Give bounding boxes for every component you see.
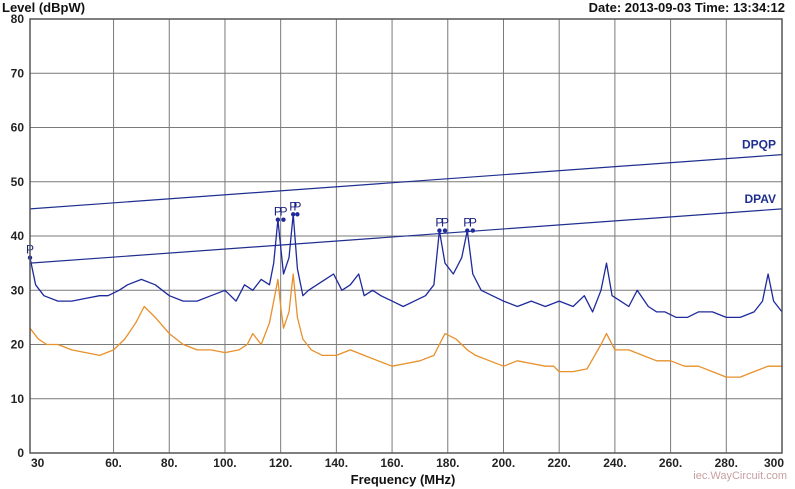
peak-marker-label: P bbox=[289, 199, 297, 213]
x-tick-label: 180. bbox=[436, 456, 459, 470]
peak-marker-dot bbox=[281, 217, 286, 222]
peak-marker-dot bbox=[465, 228, 470, 233]
watermark: iec.WayCircuit.com bbox=[693, 470, 787, 482]
y-tick-label: 60 bbox=[11, 121, 25, 135]
x-tick-label: 120. bbox=[269, 456, 292, 470]
x-tick-label: 100. bbox=[213, 456, 236, 470]
x-tick-label: 260. bbox=[659, 456, 682, 470]
peak-marker-dot bbox=[275, 217, 281, 222]
plot-frame bbox=[29, 18, 783, 454]
peak-marker-dot bbox=[470, 228, 476, 233]
x-tick-label: 80. bbox=[161, 456, 178, 470]
peak-marker-label: P bbox=[293, 199, 301, 213]
y-axis-title: Level (dBpW) bbox=[2, 0, 86, 15]
y-tick-label: 70 bbox=[11, 66, 25, 80]
peak-marker-dot bbox=[291, 212, 296, 217]
peak-marker-label: P bbox=[441, 216, 449, 230]
y-tick-label: 20 bbox=[11, 338, 25, 352]
y-tick-label: 40 bbox=[11, 229, 25, 243]
limit-label-dpqp: DPQP bbox=[742, 138, 776, 152]
peak-marker-label: P bbox=[435, 216, 443, 230]
y-tick-label: 0 bbox=[17, 446, 24, 460]
limit-lines: DPQP DPAV bbox=[29, 138, 783, 264]
x-tick-label: 220. bbox=[548, 456, 571, 470]
x-axis-label: Frequency (MHz) bbox=[351, 472, 456, 487]
peak-marker-dot bbox=[437, 228, 442, 233]
y-tick-labels: 0 10 20 30 40 50 60 70 80 bbox=[11, 12, 25, 460]
x-tick-label: 160. bbox=[380, 456, 403, 470]
peak-marker-dot bbox=[295, 212, 300, 217]
date-time-stamp: Date: 2013-09-03 Time: 13:34:12 bbox=[588, 0, 785, 15]
average-trace bbox=[29, 273, 782, 378]
limit-line-dpqp bbox=[29, 154, 783, 210]
x-tick-label: 240. bbox=[603, 456, 626, 470]
x-tick-labels: 30 60. 80. 100. 120. 140. 160. 180. 200. 220. 240.… bbox=[31, 456, 784, 470]
x-tick-label: 30 bbox=[31, 456, 45, 470]
x-tick-label: 280. bbox=[715, 456, 738, 470]
y-tick-label: 80 bbox=[11, 12, 25, 26]
y-tick-label: 10 bbox=[11, 392, 25, 406]
peak-marker-label: P bbox=[279, 205, 287, 219]
measurement-traces bbox=[29, 213, 783, 378]
peak-trace bbox=[29, 213, 783, 319]
peak-marker-label: P bbox=[463, 216, 471, 230]
limit-label-dpav: DPAV bbox=[744, 192, 776, 206]
peak-marker-dot bbox=[442, 228, 448, 233]
x-tick-label: 140. bbox=[325, 456, 348, 470]
y-tick-label: 30 bbox=[11, 283, 25, 297]
peak-marker-label: P bbox=[274, 205, 282, 219]
x-tick-label: 200. bbox=[492, 456, 515, 470]
y-tick-label: 50 bbox=[11, 175, 25, 189]
peak-marker-label: P bbox=[469, 216, 477, 230]
limit-line-dpav bbox=[29, 208, 783, 264]
x-tick-label: 300 bbox=[764, 456, 784, 470]
x-tick-label: 60. bbox=[105, 456, 122, 470]
